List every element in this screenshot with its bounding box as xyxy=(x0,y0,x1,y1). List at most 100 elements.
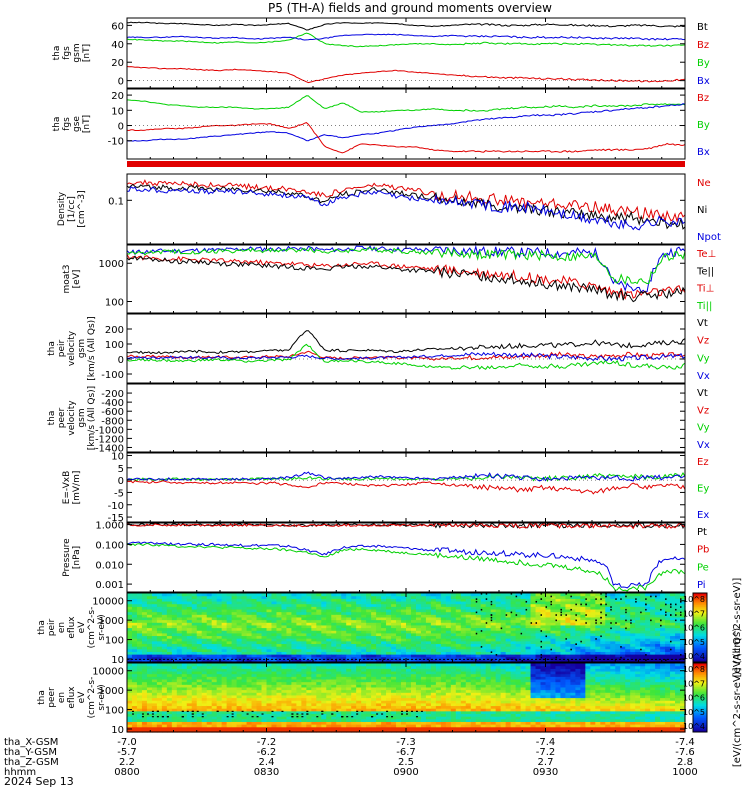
spectrogram-cell xyxy=(201,616,208,621)
spectrogram-cell xyxy=(306,635,312,639)
spectrogram-cell xyxy=(590,640,596,645)
spectrogram-cell xyxy=(231,665,238,669)
spectrogram-cell xyxy=(435,656,442,660)
spectrogram-cell xyxy=(161,624,168,629)
spectrogram-cell xyxy=(201,603,208,607)
spectrogram-cell xyxy=(465,606,472,610)
spectrogram-dropout xyxy=(490,619,493,622)
spectrogram-cell xyxy=(565,614,572,618)
spectrogram-cell xyxy=(216,640,223,645)
spectrogram-cell xyxy=(316,622,322,626)
spectrogram-cell xyxy=(460,624,467,629)
spectrogram-cell xyxy=(261,656,268,660)
spectrogram-cell xyxy=(316,663,322,667)
spectrogram-cell xyxy=(510,643,517,647)
spectrogram-cell xyxy=(271,689,278,693)
spectrogram-cell xyxy=(361,654,367,658)
spectrogram-cell xyxy=(206,595,213,599)
panel-10: 10^810^710^610^510^4 [eV/(cm^2-s-sr-eV)] … xyxy=(37,628,743,767)
spectrogram-cell xyxy=(311,654,317,658)
spectrogram-cell xyxy=(201,689,208,693)
spectrogram-cell xyxy=(186,716,193,720)
spectrogram-cell xyxy=(146,643,153,647)
spectrogram-cell xyxy=(361,705,367,709)
spectrogram-cell xyxy=(141,686,148,691)
spectrogram-cell xyxy=(341,710,347,715)
spectrogram-cell xyxy=(276,713,283,717)
spectrogram-cell xyxy=(415,656,422,660)
spectrogram-cell xyxy=(445,595,452,599)
spectrogram-cell xyxy=(211,689,218,693)
spectrogram-cell xyxy=(131,724,138,728)
spectrogram-cell xyxy=(550,614,557,618)
spectrogram-cell xyxy=(630,593,636,597)
spectrogram-cell xyxy=(276,692,283,696)
spectrogram-cell xyxy=(127,724,133,728)
spectrogram-cell xyxy=(346,716,352,720)
spectrogram-cell xyxy=(211,721,218,725)
spectrogram-cell xyxy=(560,632,567,637)
spectrogram-cell xyxy=(401,627,407,631)
spectrogram-dropout xyxy=(520,632,523,635)
spectrogram-cell xyxy=(361,643,367,647)
spectrogram-cell xyxy=(316,630,322,634)
spectrogram-cell xyxy=(515,654,522,658)
spectrogram-cell xyxy=(196,673,203,677)
spectrogram-dropout xyxy=(560,608,562,611)
spectrogram-cell xyxy=(540,659,547,663)
spectrogram-cell xyxy=(455,656,462,660)
spectrogram-cell xyxy=(331,721,337,725)
spectrogram-cell xyxy=(595,656,601,660)
spectrogram-cell xyxy=(216,638,223,642)
spectrogram-cell xyxy=(266,705,273,709)
spectrogram-cell xyxy=(171,681,178,685)
spectrogram-cell xyxy=(261,616,268,621)
y-axis-label: velocity xyxy=(67,330,77,366)
spectrogram-cell xyxy=(610,595,616,599)
spectrogram-dropout xyxy=(540,646,543,648)
spectrogram-cell xyxy=(376,616,382,621)
spectrogram-cell xyxy=(555,598,562,602)
spectrogram-cell xyxy=(635,593,641,597)
spectrogram-cell xyxy=(371,654,377,658)
spectrogram-cell xyxy=(346,606,352,610)
spectrogram-cell xyxy=(266,619,273,623)
spectrogram-cell xyxy=(351,721,357,725)
spectrogram-cell xyxy=(485,630,492,634)
spectrogram-cell xyxy=(376,726,382,730)
spectrogram-cell xyxy=(535,648,542,652)
spectrogram-cell xyxy=(665,627,671,631)
spectrogram-cell xyxy=(146,729,153,733)
spectrogram-cell xyxy=(176,593,183,597)
spectrogram-cell xyxy=(276,638,283,642)
spectrogram-cell xyxy=(565,656,572,660)
spectrogram-cell xyxy=(316,700,322,704)
spectrogram-cell xyxy=(326,676,332,680)
spectrogram-cell xyxy=(316,692,322,696)
spectrogram-cell xyxy=(186,595,193,599)
spectrogram-cell xyxy=(321,716,327,720)
spectrogram-cell xyxy=(630,616,636,621)
spectrogram-cell xyxy=(605,646,611,650)
spectrogram-cell xyxy=(296,681,302,685)
spectrogram-cell xyxy=(246,721,253,725)
spectrogram-cell xyxy=(361,619,367,623)
spectrogram-cell xyxy=(510,595,517,599)
spectrogram-dropout xyxy=(670,606,672,608)
spectrogram-cell xyxy=(346,708,352,712)
spectrogram-cell xyxy=(236,632,243,637)
spectrogram-cell xyxy=(366,708,372,712)
spectrogram-cell xyxy=(166,659,173,663)
spectrogram-cell xyxy=(570,603,576,607)
spectrogram-cell xyxy=(346,595,352,599)
spectrogram-cell xyxy=(445,627,452,631)
spectrogram-cell xyxy=(366,678,372,683)
spectrogram-dropout xyxy=(625,619,627,622)
spectrogram-cell xyxy=(545,651,552,655)
spectrogram-dropout xyxy=(540,654,543,656)
spectrogram-cell xyxy=(201,708,208,712)
spectrogram-cell xyxy=(490,648,497,652)
spectrogram-cell xyxy=(515,646,522,650)
spectrogram-cell xyxy=(226,654,233,658)
